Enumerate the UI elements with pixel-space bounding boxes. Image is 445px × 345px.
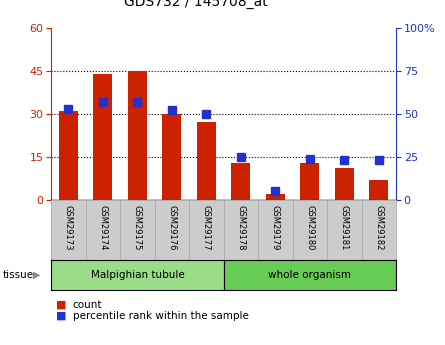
- Text: whole organism: whole organism: [268, 270, 352, 280]
- Text: GSM29180: GSM29180: [305, 205, 314, 250]
- Text: GSM29175: GSM29175: [133, 205, 142, 250]
- Text: tissue: tissue: [2, 270, 33, 280]
- Text: ■: ■: [56, 311, 66, 321]
- Text: ▶: ▶: [33, 270, 41, 280]
- Text: GDS732 / 145708_at: GDS732 / 145708_at: [124, 0, 268, 9]
- Text: GSM29174: GSM29174: [98, 205, 107, 250]
- Text: GSM29181: GSM29181: [340, 205, 349, 250]
- Text: GSM29176: GSM29176: [167, 205, 176, 250]
- Text: Malpighian tubule: Malpighian tubule: [90, 270, 184, 280]
- Text: count: count: [73, 300, 102, 309]
- Bar: [93, 73, 113, 200]
- Text: GSM29173: GSM29173: [64, 205, 73, 250]
- Text: percentile rank within the sample: percentile rank within the sample: [73, 311, 248, 321]
- Bar: [197, 122, 216, 200]
- Text: GSM29179: GSM29179: [271, 205, 280, 250]
- Bar: [369, 180, 388, 200]
- Text: GSM29182: GSM29182: [374, 205, 383, 250]
- Text: GSM29177: GSM29177: [202, 205, 211, 250]
- Bar: [266, 194, 285, 200]
- Bar: [335, 168, 354, 200]
- Text: ■: ■: [56, 300, 66, 309]
- Bar: [231, 163, 251, 200]
- Bar: [162, 114, 182, 200]
- Bar: [128, 71, 147, 200]
- Bar: [59, 111, 78, 200]
- Text: GSM29178: GSM29178: [236, 205, 245, 250]
- Bar: [300, 163, 320, 200]
